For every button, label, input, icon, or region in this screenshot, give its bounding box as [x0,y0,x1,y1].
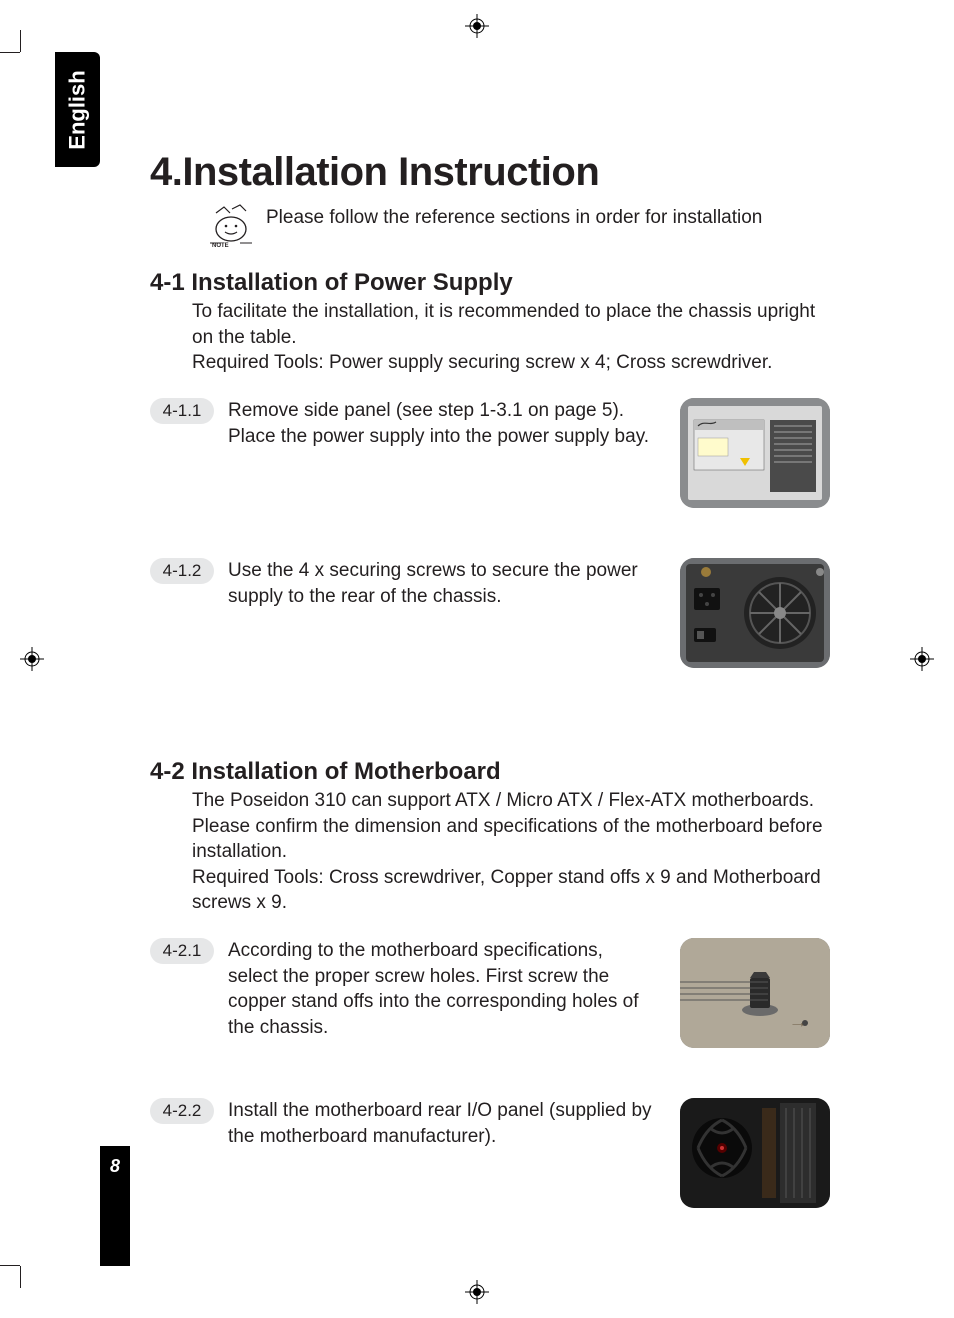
section-body-4-2: The Poseidon 310 can support ATX / Micro… [192,788,830,916]
step-text: According to the motherboard specificati… [228,938,666,1041]
step-text: Use the 4 x securing screws to secure th… [228,558,666,609]
step-image-psu-rear [680,558,830,668]
step-label: 4-2.2 [150,1098,214,1124]
svg-text:NOTE: NOTE [212,243,229,247]
page-content: 4.Installation Instruction NOTE Please f… [150,150,830,1228]
crop-mark [0,52,20,53]
registration-mark-icon [20,647,44,671]
language-tab-label: English [65,70,91,149]
section-heading-4-2: 4-2 Installation of Motherboard [150,758,830,786]
note-row: NOTE Please follow the reference section… [210,203,830,247]
step-4-1-1: 4-1.1 Remove side panel (see step 1-3.1 … [150,398,830,508]
page-number-block: 8 [100,1146,130,1266]
registration-mark-icon [910,647,934,671]
step-label: 4-1.2 [150,558,214,584]
step-text: Remove side panel (see step 1-3.1 on pag… [228,398,666,449]
registration-mark-icon [465,1280,489,1304]
step-image-io-panel [680,1098,830,1208]
svg-text:⟶: ⟶ [792,1020,804,1029]
crop-mark [20,1266,21,1288]
chapter-title: 4.Installation Instruction [150,150,830,195]
step-label: 4-1.1 [150,398,214,424]
registration-mark-icon [465,14,489,38]
step-label: 4-2.1 [150,938,214,964]
step-4-2-1: 4-2.1 According to the motherboard speci… [150,938,830,1048]
section-body-4-1: To facilitate the installation, it is re… [192,299,830,376]
step-4-1-2: 4-1.2 Use the 4 x securing screws to sec… [150,558,830,668]
crop-mark [20,30,21,52]
page-number: 8 [110,1156,120,1177]
step-image-standoff: ⟶ [680,938,830,1048]
note-icon: NOTE [210,203,252,247]
note-text: Please follow the reference sections in … [266,203,762,231]
step-image-psu-bay [680,398,830,508]
step-text: Install the motherboard rear I/O panel (… [228,1098,666,1149]
crop-mark [0,1265,20,1266]
step-4-2-2: 4-2.2 Install the motherboard rear I/O p… [150,1098,830,1208]
language-tab: English [55,52,100,167]
section-heading-4-1: 4-1 Installation of Power Supply [150,269,830,297]
